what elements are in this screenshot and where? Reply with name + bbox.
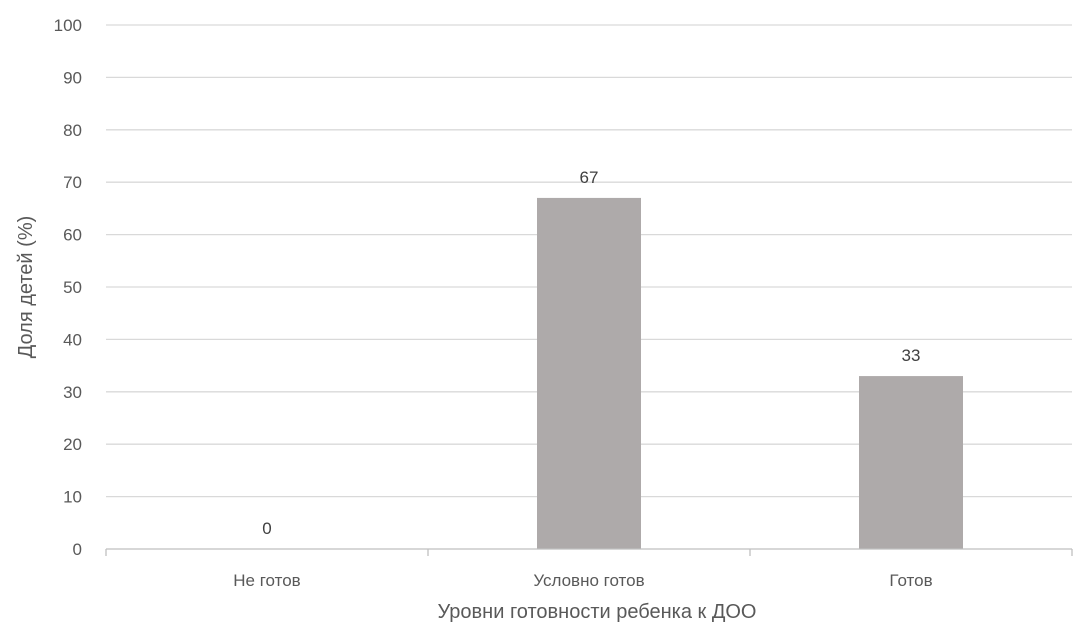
data-labels: 0 67 33	[262, 168, 920, 538]
y-tick-label: 40	[63, 330, 82, 349]
x-axis	[105, 548, 1073, 556]
y-tick-label: 80	[63, 121, 82, 140]
y-tick-label: 30	[63, 383, 82, 402]
y-tick-label: 50	[63, 278, 82, 297]
y-tick-label: 100	[54, 16, 82, 35]
y-tick-label: 20	[63, 435, 82, 454]
y-tick-label: 90	[63, 68, 82, 87]
data-label: 67	[580, 168, 599, 187]
y-axis-title: Доля детей (%)	[15, 216, 37, 359]
bar	[537, 197, 641, 550]
x-axis-title: Уровни готовности ребенка к ДОО	[438, 601, 757, 623]
data-label: 33	[902, 346, 921, 365]
y-axis-ticks: 0 10 20 30 40 50 60 70 80 90 100	[54, 16, 82, 559]
bar	[859, 376, 963, 549]
y-tick-label: 70	[63, 173, 82, 192]
y-tick-label: 10	[63, 488, 82, 507]
x-tick-label: Готов	[889, 571, 932, 590]
x-axis-ticks: Не готов Условно готов Готов	[233, 571, 932, 590]
bars	[537, 197, 963, 550]
data-label: 0	[262, 519, 271, 538]
x-tick-label: Условно готов	[533, 571, 644, 590]
y-tick-label: 60	[63, 226, 82, 245]
y-tick-label: 0	[73, 540, 82, 559]
x-tick-label: Не готов	[233, 571, 300, 590]
